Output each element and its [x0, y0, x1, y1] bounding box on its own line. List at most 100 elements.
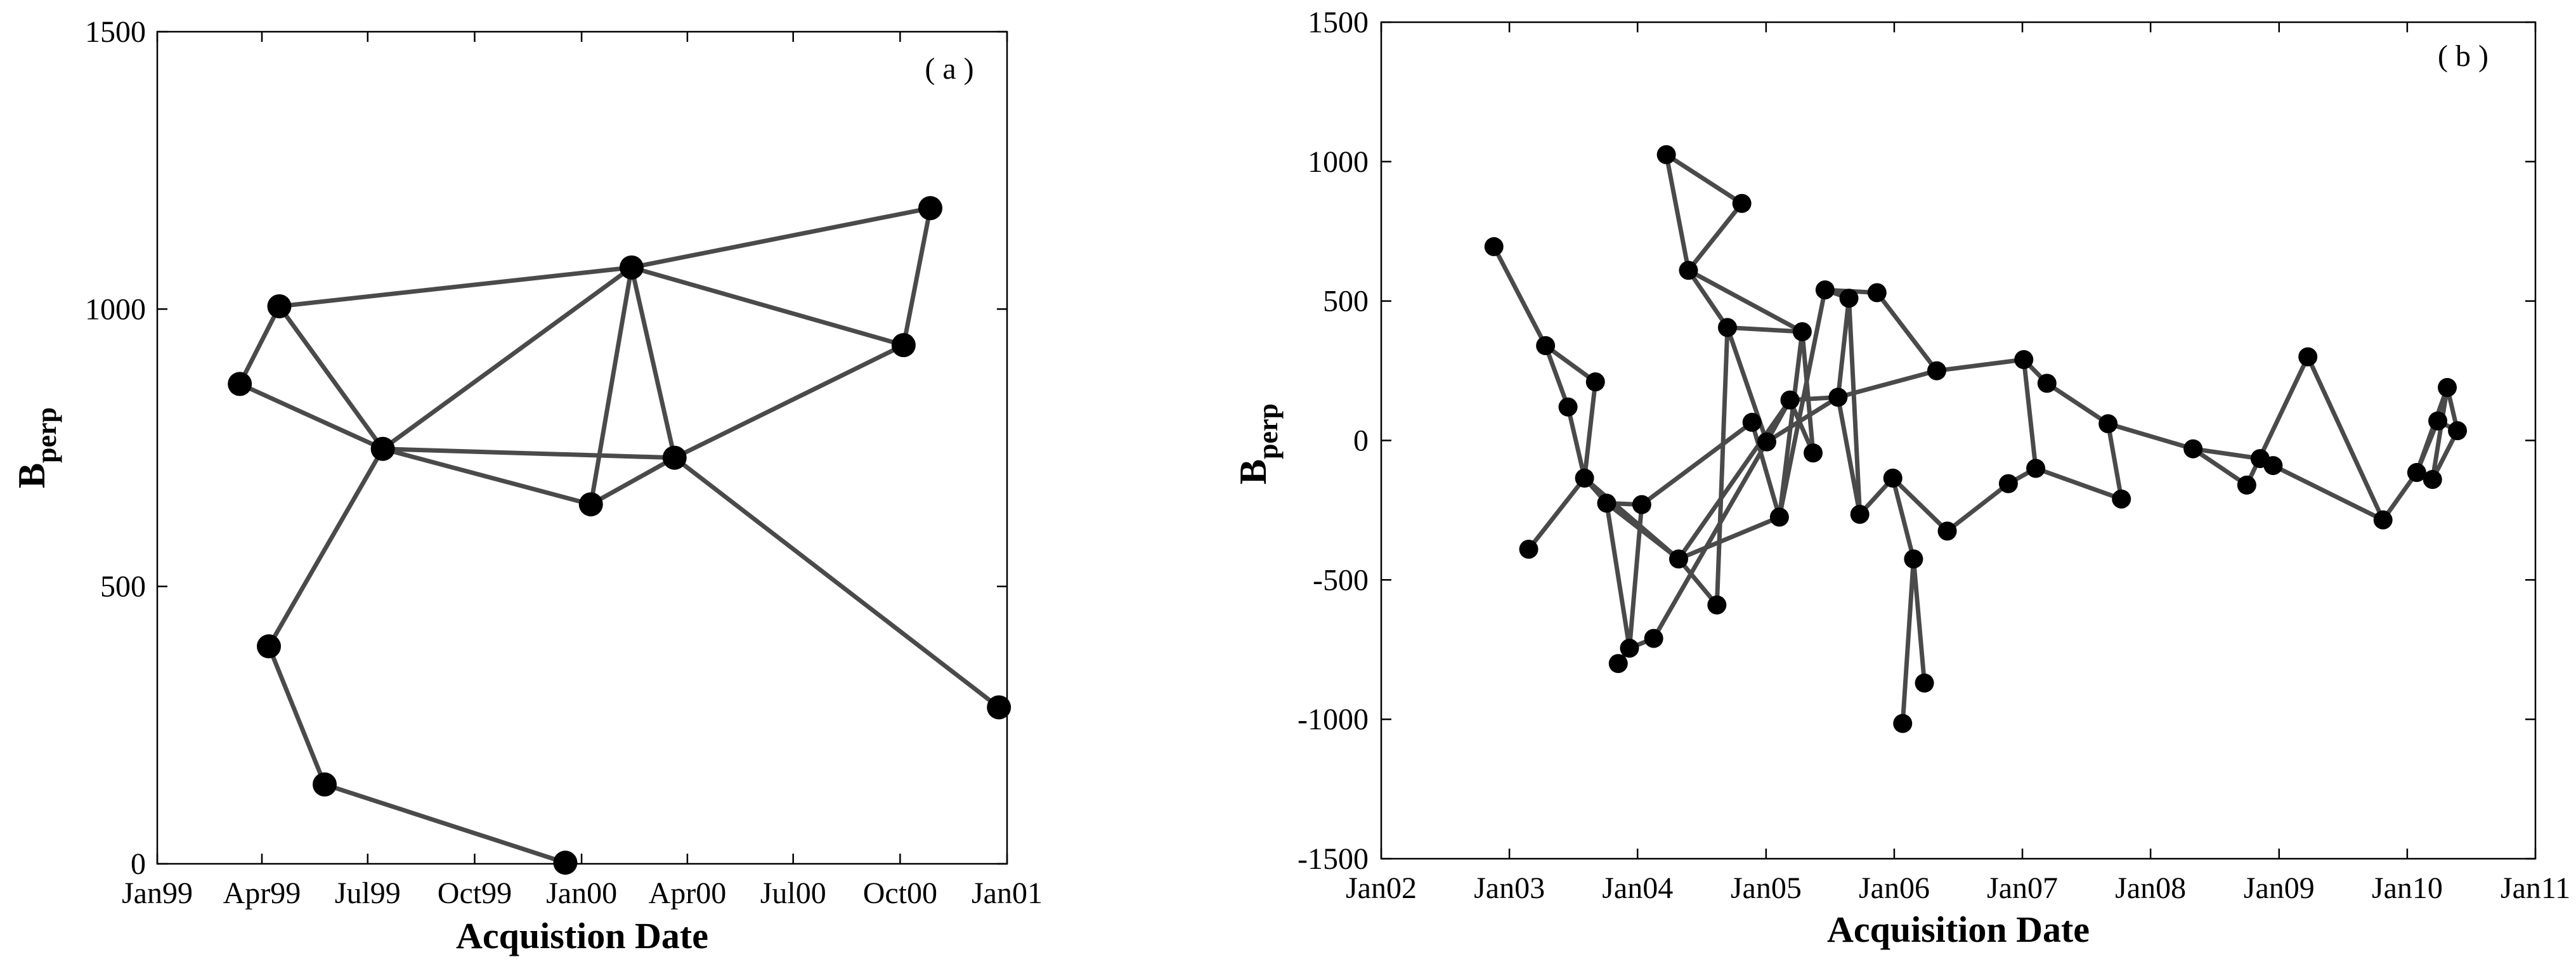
- panel-b-baseline-edge: [2045, 381, 2111, 426]
- panel-a-baseline-edge: [276, 265, 634, 309]
- panel-a-data-point: [312, 772, 337, 797]
- panel-b-data-point: [1828, 388, 1848, 407]
- panel-b-baseline-edge: [1777, 287, 1828, 519]
- panel-b-baseline-edge: [1543, 343, 1598, 384]
- panel-b-data-point: [1742, 412, 1762, 432]
- panel-b-baseline-edge: [1664, 152, 1745, 206]
- panel-a-data-point: [891, 333, 916, 358]
- panel-a-baseline-edge: [266, 644, 327, 787]
- panel-a-y-tick-label: 1500: [85, 15, 146, 49]
- panel-b-points: [1484, 145, 2468, 733]
- panel-a-y-tick-label: 500: [100, 570, 146, 604]
- panel-b-baseline-edge: [1725, 325, 1805, 334]
- panel-a-baseline-edge: [589, 455, 677, 507]
- panel-a-x-tick-label: Jan00: [546, 876, 617, 910]
- panel-b-baseline-edge: [1627, 502, 1644, 651]
- panel-b-y-ticks: -1500 -1000 -500 0 500 1000 1500: [1298, 6, 2535, 876]
- panel-a-x-tick-label: Oct99: [438, 876, 512, 910]
- panel-a-x-tick-label: Apr99: [223, 876, 301, 910]
- panel-b-data-point: [1608, 654, 1628, 674]
- panel-b-baseline-edge: [1911, 556, 1927, 686]
- panel-b-baseline-edge: [1875, 290, 1939, 374]
- panel-a-baseline-edge: [266, 446, 386, 649]
- panel-b-data-point: [2037, 374, 2057, 393]
- panel-a-edges: [237, 205, 1001, 865]
- panel-a-plot-frame: [156, 30, 1008, 865]
- panel-b-baseline-edge: [1890, 476, 1916, 561]
- panel-b-data-point: [1780, 390, 1800, 410]
- panel-a-data-point: [987, 695, 1012, 720]
- panel-a-data-point: [578, 492, 603, 517]
- panel-b-baseline-edge: [1566, 405, 1587, 481]
- panel-a-y-tick-label: 0: [131, 847, 146, 881]
- panel-b-baseline-edge: [1676, 556, 1719, 608]
- panel-b-x-tick-label: Jan07: [1987, 871, 2058, 905]
- panel-b-data-point: [1915, 674, 1934, 693]
- panel-b-x-tick-label: Jan11: [2501, 871, 2570, 905]
- panel-b-baseline-edge: [1890, 476, 1950, 533]
- panel-b-baseline-edge: [1582, 379, 1598, 481]
- panel-a-data-point: [256, 634, 281, 659]
- panel-b-baseline-edge: [2190, 446, 2263, 461]
- panel-b-baseline-edge: [2414, 385, 2450, 475]
- panel-b-y-tick-label: 0: [1353, 424, 1369, 458]
- panel-b-data-point: [2237, 475, 2256, 495]
- panel-b-data-point: [1484, 237, 1504, 256]
- panel-b-baseline-edge: [1664, 152, 1691, 273]
- panel-b-data-point: [1815, 280, 1835, 300]
- panel-b-data-point: [2407, 463, 2426, 483]
- panel-b-data-point: [1904, 549, 1923, 569]
- panel-b-baseline-edge: [1686, 201, 1745, 273]
- panel-b: Jan02 Jan03 Jan04 Jan05 Jan06 Jan07 Jan08 Jan09…: [1232, 6, 2570, 950]
- panel-b-data-point: [1937, 521, 1957, 541]
- panel-b-data-point: [1732, 193, 1752, 213]
- panel-a-baseline-edge: [237, 304, 282, 386]
- panel-b-edges: [1492, 152, 2460, 726]
- panel-b-baseline-edge: [1847, 296, 1863, 517]
- panel-b-data-point: [1883, 468, 1903, 488]
- panel-b-data-point: [2014, 349, 2034, 369]
- panel-a-baseline-edge: [237, 381, 386, 452]
- panel-a-data-point: [228, 372, 252, 396]
- panel-b-baseline-edge: [2190, 446, 2249, 488]
- panel-b-x-tick-label: Jan08: [2115, 871, 2186, 905]
- panel-b-y-tick-label: -500: [1313, 563, 1369, 597]
- panel-b-x-tick-label: Jan09: [2244, 871, 2315, 905]
- panel-b-baseline-edge: [1676, 514, 1782, 561]
- panel-b-baseline-edge: [1714, 325, 1730, 608]
- panel-a-baseline-edge: [629, 205, 933, 270]
- panel-b-baseline-edge: [1788, 398, 1816, 455]
- panel-a-x-tick-label: Jan01: [972, 876, 1043, 910]
- panel-a-data-point: [619, 255, 644, 280]
- panel-b-baseline-edge: [1800, 329, 1816, 455]
- panel-b-baseline-edge: [1639, 420, 1755, 507]
- panel-a-y-axis-title-sub: perp: [31, 407, 62, 463]
- panel-b-data-point: [1536, 336, 1556, 356]
- panel-b-data-point: [1679, 261, 1698, 280]
- panel-b-baseline-edge: [1686, 268, 1805, 334]
- panel-b-baseline-edge: [1492, 244, 1548, 348]
- panel-a-y-axis-title: Bperp: [11, 407, 62, 488]
- panel-a-y-axis-title-main: B: [11, 463, 53, 488]
- panel-a-x-ticks: Jan99 Apr99 Jul99 Oct99 Jan00 Apr00 Jul00 Oct00…: [122, 32, 1043, 910]
- panel-a-baseline-edge: [629, 265, 677, 460]
- panel-a-data-point: [370, 436, 395, 461]
- panel-a-baseline-edge: [672, 455, 1001, 710]
- panel-a-data-point: [267, 294, 292, 318]
- panel-a-baseline-edge: [381, 265, 634, 452]
- panel-b-baseline-edge: [1835, 394, 1863, 517]
- panel-b-baseline-edge: [1686, 268, 1730, 330]
- panel-b-baseline-edge: [1526, 476, 1587, 552]
- panel-b-x-tick-label: Jan06: [1859, 871, 1930, 905]
- panel-b-baseline-edge: [1945, 481, 2011, 533]
- panel-a-points: [228, 196, 1012, 875]
- panel-a-x-tick-label: Oct00: [863, 876, 937, 910]
- panel-b-y-axis-title-sub: perp: [1252, 403, 1284, 459]
- panel-a-data-point: [662, 445, 687, 470]
- panel-b-data-point: [1519, 539, 1538, 559]
- panel-b-x-tick-label: Jan05: [1731, 871, 1802, 905]
- panel-b-baseline-edge: [2430, 385, 2450, 482]
- panel-b-baseline-edge: [1750, 420, 1782, 519]
- panel-b-data-point: [1757, 432, 1776, 452]
